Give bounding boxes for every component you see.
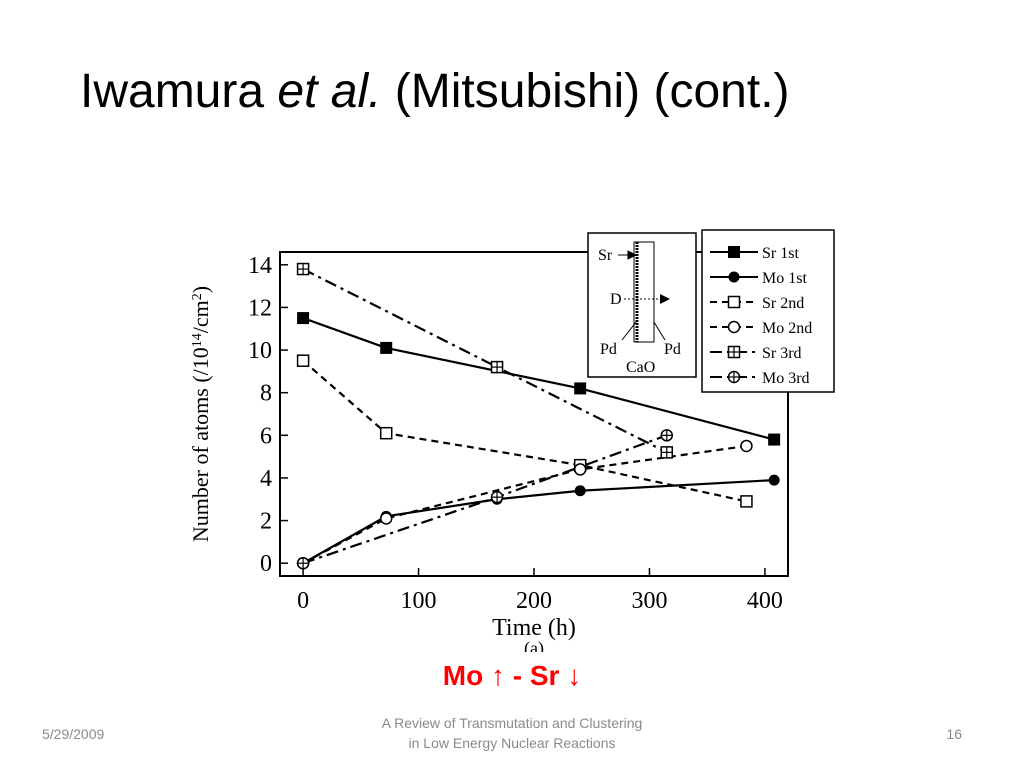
y-tick-label: 0 xyxy=(260,551,272,577)
legend: Sr 1st Mo 1st Sr 2nd Mo 2nd Sr 3rd Mo 3rd xyxy=(701,229,835,393)
legend-item-sr-3rd: Sr 3rd xyxy=(710,345,802,362)
legend-item-mo-3rd: Mo 3rd xyxy=(710,370,810,387)
title-text: Iwamura xyxy=(80,65,278,118)
data-point-sr-1st xyxy=(574,382,587,395)
data-point-mo-1st-shape xyxy=(768,474,780,486)
legend-marker xyxy=(727,370,741,384)
data-point-mo-3rd xyxy=(296,556,310,570)
data-point-sr-1st-shape xyxy=(768,433,781,446)
legend-marker xyxy=(727,345,741,359)
title-italic-text: et al. xyxy=(277,65,382,118)
footer-page-number: 16 xyxy=(946,726,962,742)
data-point-mo-2nd xyxy=(740,439,753,453)
inset-d-label: D xyxy=(610,291,622,308)
inset-pd-right-leader xyxy=(653,321,666,341)
series-line-sr-1st xyxy=(302,317,775,441)
cutoff-label: (a) xyxy=(524,638,544,652)
legend-marker xyxy=(728,246,740,258)
x-axis-label: Time (h) xyxy=(492,615,576,641)
data-point-mo-2nd-shape xyxy=(573,463,587,476)
inset-cao-label: CaO xyxy=(626,359,655,376)
slide-title: Iwamura et al. (Mitsubishi) (cont.) xyxy=(80,62,960,122)
legend-item-mo-1st: Mo 1st xyxy=(710,270,807,287)
legend-marker xyxy=(727,320,741,334)
legend-items: Sr 1st Mo 1st Sr 2nd Mo 2nd Sr 3rd Mo 3rd xyxy=(710,245,812,387)
data-point-sr-2nd-shape xyxy=(740,495,753,508)
legend-marker-shape xyxy=(727,295,741,309)
legend-item-sr-2nd: Sr 2nd xyxy=(710,295,804,312)
inset-pd-left-label: Pd xyxy=(600,341,617,358)
footer-date: 5/29/2009 xyxy=(42,726,105,742)
inset-sr-arrow xyxy=(618,250,638,260)
x-tick-label: 0 xyxy=(297,588,309,614)
y-axis-label: Number of atoms (/1014/cm2) xyxy=(188,286,213,542)
y-tick-label: 6 xyxy=(260,423,272,449)
y-tick-label: 8 xyxy=(260,381,272,407)
legend-label: Mo 2nd xyxy=(762,320,812,337)
data-point-mo-1st xyxy=(574,485,586,497)
data-point-sr-2nd xyxy=(740,495,753,508)
data-point-sr-1st-shape xyxy=(380,341,393,354)
title-text-rest: (Mitsubishi) (cont.) xyxy=(381,65,790,118)
data-point-sr-1st xyxy=(380,341,393,354)
data-point-sr-3rd xyxy=(296,262,310,276)
data-point-sr-3rd xyxy=(660,446,674,459)
inset-pd-block xyxy=(633,241,655,343)
legend-label: Sr 1st xyxy=(762,245,799,262)
footer-line-1: A Review of Transmutation and Clustering xyxy=(381,715,643,731)
data-point-mo-2nd-shape xyxy=(379,512,393,525)
data-point-mo-3rd xyxy=(490,490,504,504)
data-point-mo-3rd xyxy=(660,429,674,442)
legend-item-mo-2nd: Mo 2nd xyxy=(710,320,812,337)
data-point-mo-2nd xyxy=(379,512,393,525)
data-point-sr-2nd xyxy=(296,354,310,367)
legend-label: Sr 3rd xyxy=(762,345,802,362)
series-line-mo-3rd xyxy=(302,434,668,565)
data-point-sr-1st-shape xyxy=(574,382,587,395)
legend-marker xyxy=(727,295,741,309)
data-point-mo-2nd xyxy=(573,463,587,476)
series-line-mo-2nd xyxy=(302,444,747,565)
legend-marker-shape xyxy=(728,271,740,283)
data-point-mo-1st xyxy=(768,474,780,486)
x-tick-label: 200 xyxy=(516,588,552,614)
inset-d-arrowhead xyxy=(660,294,670,304)
x-tick-label: 400 xyxy=(747,588,783,614)
data-point-sr-1st xyxy=(297,312,310,325)
data-point-sr-2nd xyxy=(379,426,393,440)
inset-pd-left-leader xyxy=(621,321,637,341)
caption: Mo ↑ - Sr ↓ xyxy=(442,660,582,691)
inset-sr-label: Sr xyxy=(598,247,613,264)
y-tick-label: 14 xyxy=(248,253,272,279)
x-tick-label: 100 xyxy=(401,588,437,614)
series-line-sr-2nd xyxy=(302,359,747,503)
y-tick-label: 12 xyxy=(248,295,272,321)
data-point-mo-2nd-shape xyxy=(740,439,753,453)
inset-pd-right-label: Pd xyxy=(664,341,681,358)
legend-item-sr-1st: Sr 1st xyxy=(710,245,799,262)
legend-frame xyxy=(701,229,835,393)
series-markers xyxy=(296,262,781,570)
legend-marker xyxy=(728,271,740,283)
footer-center: A Review of Transmutation and Clustering… xyxy=(312,713,712,753)
legend-label: Mo 1st xyxy=(762,270,807,287)
legend-marker-shape xyxy=(727,320,741,334)
data-point-sr-2nd-shape xyxy=(379,426,393,440)
legend-label: Mo 3rd xyxy=(762,370,810,387)
chart: 0 100 200 300 400 0 2 4 6 8 10 12 14 Time (h) Number… xyxy=(188,229,835,652)
data-point-sr-2nd-shape xyxy=(296,354,310,367)
legend-label: Sr 2nd xyxy=(762,295,804,312)
axis-ticks: 0 100 200 300 400 0 2 4 6 8 10 12 14 xyxy=(248,253,783,614)
y-tick-label: 2 xyxy=(260,509,272,535)
legend-marker-shape xyxy=(728,246,740,258)
data-point-sr-1st xyxy=(768,433,781,446)
data-point-sr-3rd xyxy=(490,360,504,374)
x-tick-label: 300 xyxy=(631,588,667,614)
data-point-sr-1st-shape xyxy=(297,312,310,325)
y-tick-label: 10 xyxy=(248,338,272,364)
inset-diagram: Sr D Pd Pd CaO xyxy=(587,232,697,378)
y-tick-label: 4 xyxy=(260,466,272,492)
data-point-mo-1st-shape xyxy=(574,485,586,497)
footer-line-2: in Low Energy Nuclear Reactions xyxy=(408,735,616,751)
